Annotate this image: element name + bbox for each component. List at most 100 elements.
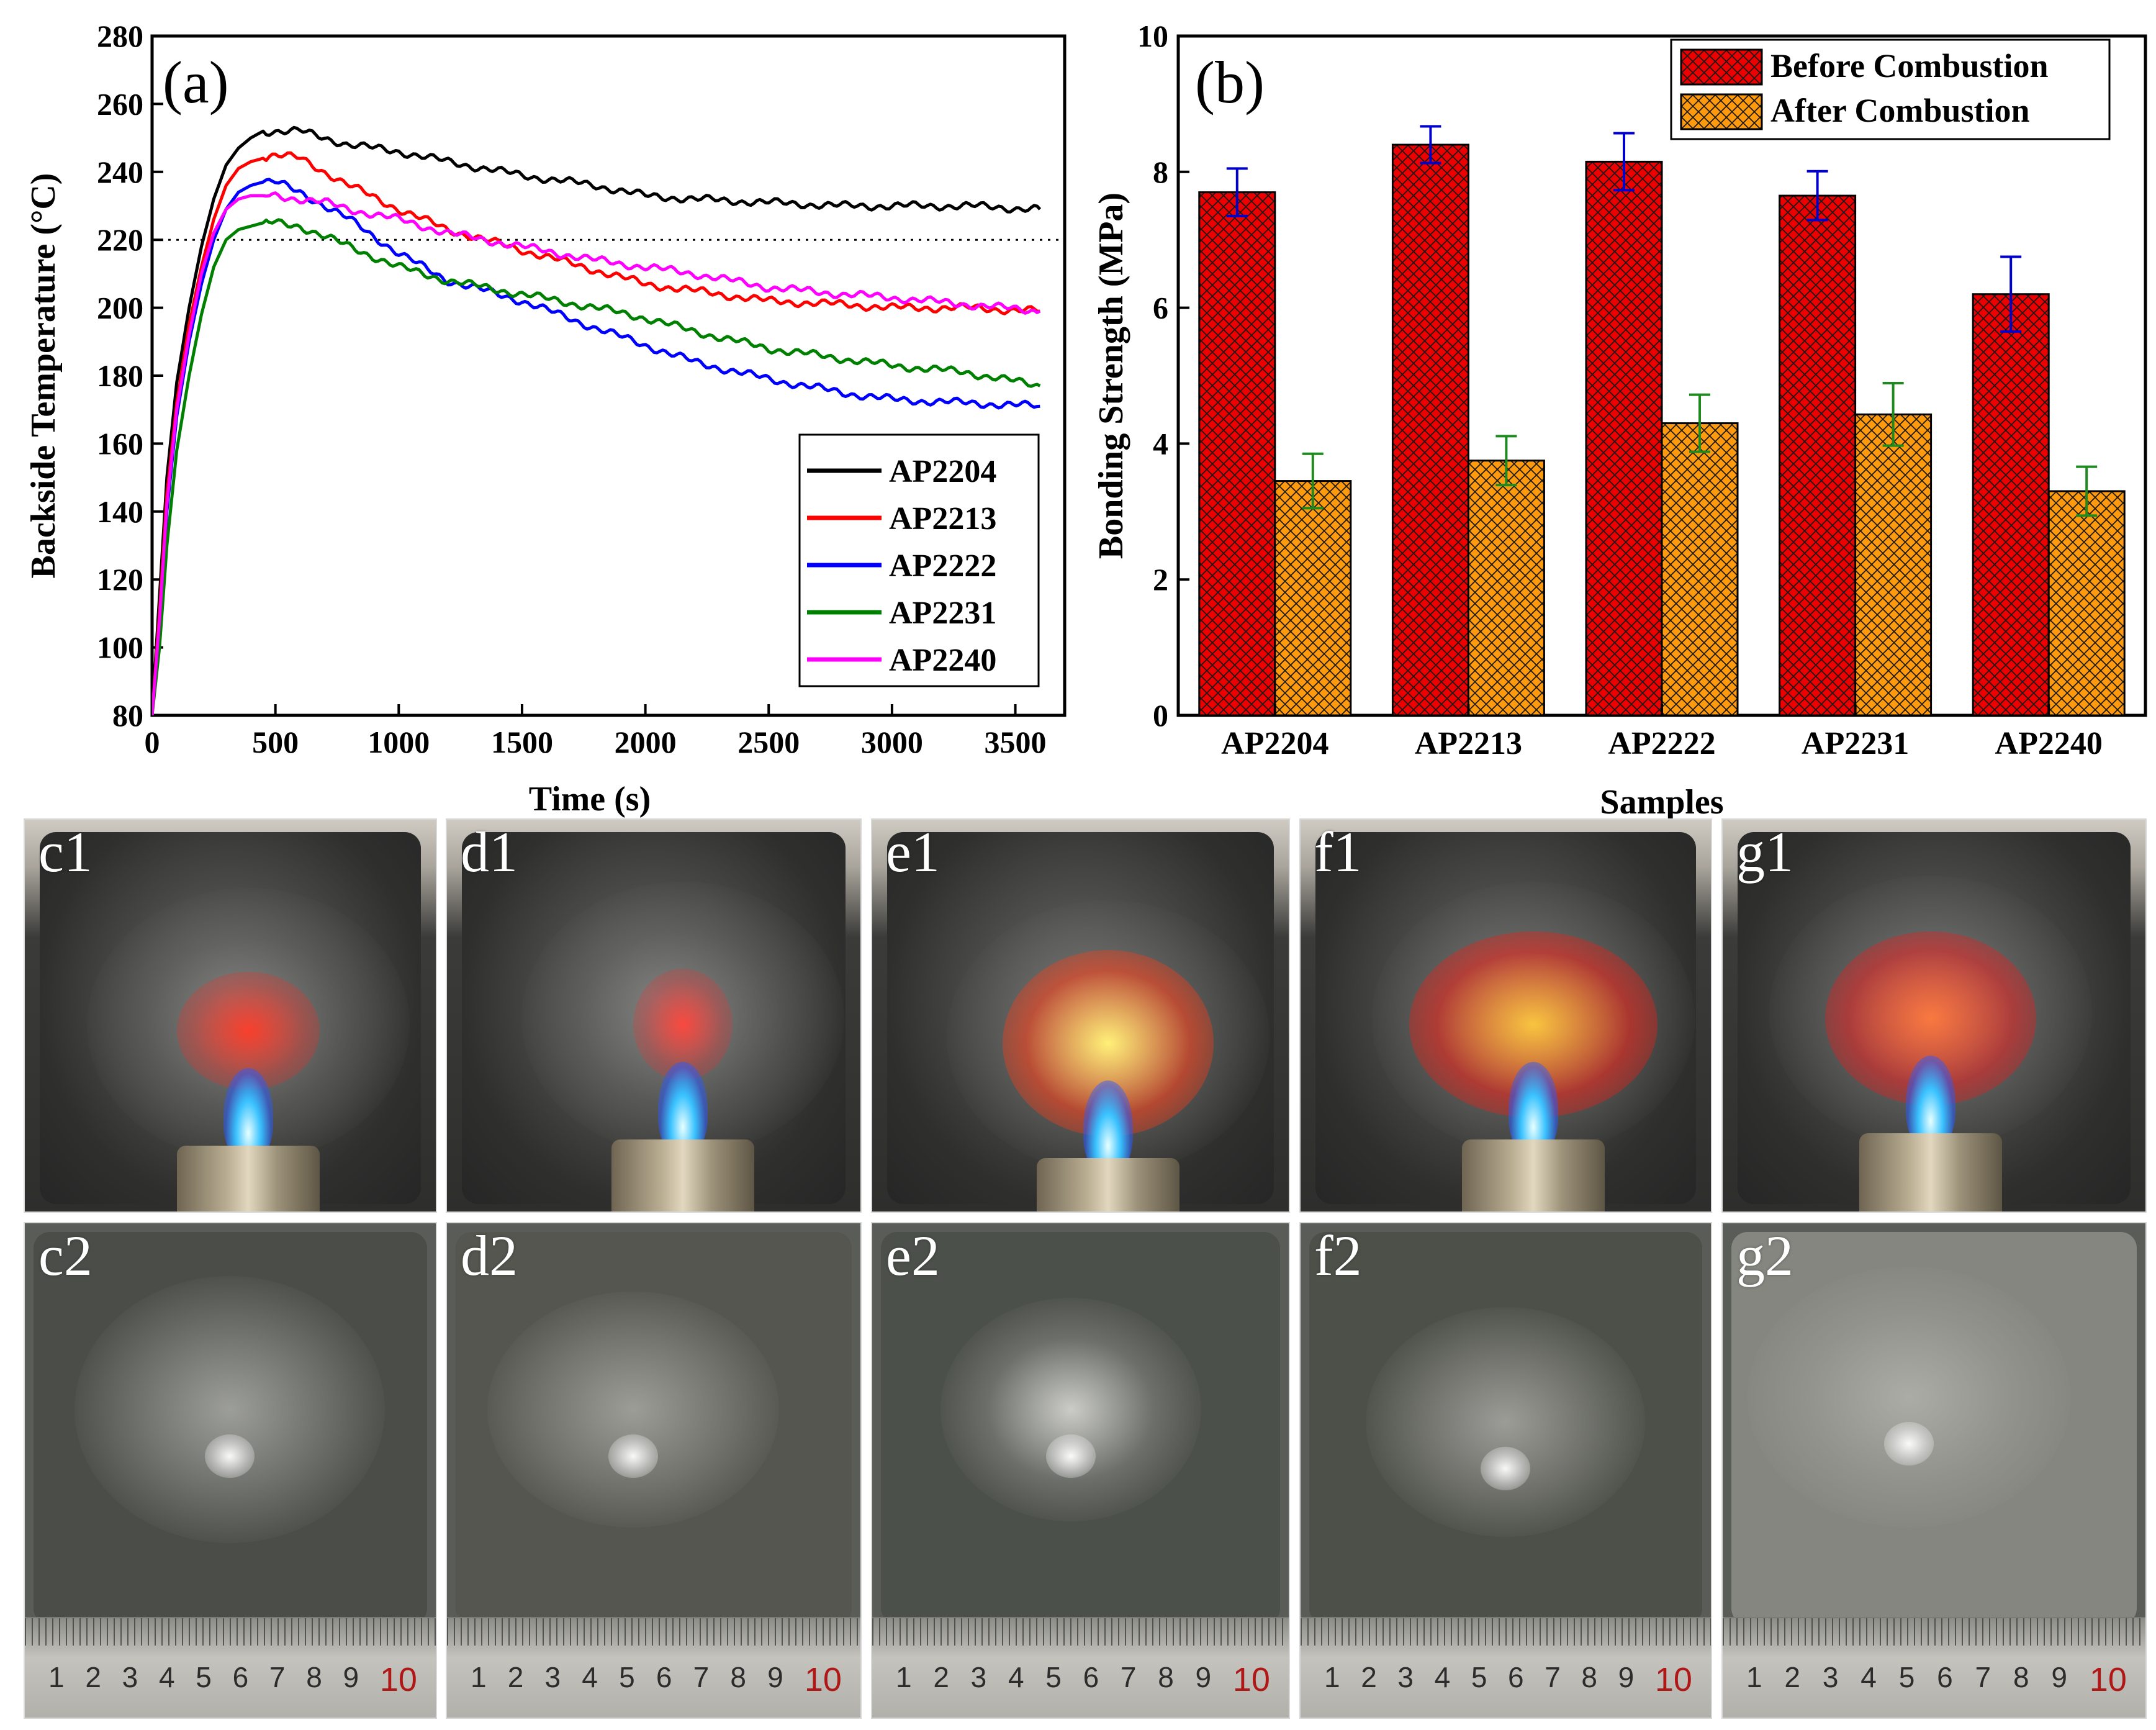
photo-c2: 1 2 3 4 5 6 7 8 9 10 c2	[24, 1222, 437, 1719]
bar-after-ap2222	[1661, 422, 1739, 717]
y-axis-title-b: Bonding Strength (MPa)	[1092, 192, 1130, 559]
photo-grid: c1 d1 e1 f1 g1 1 2 3 4 5 6 7 8 9 10 c2 1 2 3 4 5 6 7 8 9 10 d2 1 2 3…	[24, 818, 2147, 1719]
ruler: 1 2 3 4 5 6 7 8 9 10	[1301, 1617, 1711, 1718]
y-tick-label-a: 260	[97, 86, 143, 121]
category-label-b: AP2213	[1415, 726, 1522, 761]
bar-after-ap2231	[1854, 413, 1933, 717]
y-tick-label-b: 2	[1153, 562, 1168, 597]
photo-e1: e1	[871, 818, 1290, 1213]
panel-label-b: (b)	[1195, 49, 1265, 115]
photo-e2: 1 2 3 4 5 6 7 8 9 10 e2	[871, 1222, 1290, 1719]
series-line-ap2213	[152, 151, 1040, 715]
x-tick-label-a: 500	[252, 725, 299, 759]
bonding-strength-chart: (b) 0 2 4 6 8 10 AP2204 AP2213 AP2222 AP2231 AP22…	[1092, 19, 2147, 820]
legend-swatch-b	[1680, 48, 1763, 86]
y-tick-label-a: 80	[112, 698, 143, 733]
torch-nozzle	[611, 1139, 754, 1211]
y-tick-label-b: 0	[1153, 698, 1168, 733]
bar-before-ap2240	[1972, 293, 2050, 717]
y-tick-label-b: 10	[1137, 19, 1168, 53]
photo-f2: 1 2 3 4 5 6 7 8 9 10 f2	[1299, 1222, 1712, 1719]
x-tick-label-a: 1000	[368, 725, 430, 759]
ruler-numbers: 1 2 3 4 5 6 7 8 9 10	[1324, 1661, 1692, 1698]
bar-before-ap2213	[1391, 143, 1469, 717]
category-label-b: AP2204	[1221, 726, 1328, 761]
legend-label-a: AP2204	[889, 454, 996, 489]
x-axis-title-b: Samples	[1600, 783, 1723, 820]
torch-nozzle	[1462, 1139, 1605, 1211]
char-crater	[1748, 1267, 2070, 1528]
x-tick-label-a: 3500	[985, 725, 1047, 759]
series-line-ap2240	[152, 191, 1041, 715]
photo-f1: f1	[1299, 818, 1712, 1213]
photo-g2: 1 2 3 4 5 6 7 8 9 10 g2	[1721, 1222, 2147, 1719]
burnt-center	[205, 1434, 255, 1478]
burnt-center	[608, 1434, 658, 1478]
y-tick-label-a: 200	[97, 291, 143, 325]
bar-before-ap2231	[1779, 194, 1857, 717]
legend-label-a: AP2222	[889, 548, 996, 584]
bar-after-ap2240	[2047, 490, 2126, 717]
ruler: 1 2 3 4 5 6 7 8 9 10	[1723, 1617, 2145, 1718]
torch-nozzle	[1037, 1158, 1179, 1211]
x-tick-label-a: 2000	[615, 725, 677, 759]
photo-label: e1	[886, 820, 940, 884]
category-label-b: AP2222	[1608, 726, 1715, 761]
char-crater	[1366, 1307, 1645, 1537]
legend-b: Before Combustion After Combustion	[1670, 38, 2111, 140]
y-tick-label-b: 6	[1153, 291, 1168, 325]
char-crater	[487, 1292, 779, 1528]
y-axis-title-a: Backside Temperature (°C)	[24, 173, 63, 579]
legend-box-a	[798, 433, 1040, 687]
torch-nozzle	[1859, 1133, 2002, 1211]
photo-label: c2	[38, 1224, 92, 1287]
x-axis-title-a: Time (s)	[529, 780, 651, 818]
category-label-b: AP2240	[1995, 726, 2103, 761]
y-tick-label-b: 8	[1153, 155, 1168, 189]
y-tick-label-a: 100	[97, 630, 143, 665]
photo-label: e2	[886, 1224, 940, 1287]
photo-d1: d1	[446, 818, 862, 1213]
legend-a: AP2204 AP2213 AP2222 AP2231 AP2240	[798, 433, 1040, 687]
burnt-center	[1481, 1447, 1530, 1490]
y-tick-label-a: 180	[97, 358, 143, 393]
legend-label-a: AP2240	[889, 643, 996, 678]
photo-label: f2	[1314, 1224, 1362, 1287]
y-tick-label-a: 240	[97, 155, 143, 189]
photo-label: f1	[1314, 820, 1362, 884]
y-tick-label-a: 160	[97, 426, 143, 461]
y-tick-label-a: 220	[97, 222, 143, 257]
ruler-numbers: 1 2 3 4 5 6 7 8 9 10	[471, 1661, 842, 1698]
legend-label-a: AP2231	[889, 596, 996, 631]
category-label-b: AP2231	[1802, 726, 1909, 761]
y-tick-label-a: 280	[97, 19, 143, 53]
y-tick-label-a: 120	[97, 562, 143, 597]
char-crater	[74, 1276, 385, 1543]
legend-swatch-b	[1680, 93, 1763, 130]
ruler: 1 2 3 4 5 6 7 8 9 10	[872, 1617, 1289, 1718]
ruler: 1 2 3 4 5 6 7 8 9 10	[447, 1617, 860, 1718]
bar-after-ap2204	[1274, 480, 1352, 717]
photo-c1: c1	[24, 818, 437, 1213]
char-crater	[940, 1298, 1201, 1521]
photo-label: d1	[461, 820, 518, 884]
y-tick-label-b: 4	[1153, 426, 1168, 461]
ruler-numbers: 1 2 3 4 5 6 7 8 9 10	[896, 1661, 1270, 1698]
legend-label-b: After Combustion	[1770, 92, 2030, 129]
burnt-center	[1884, 1422, 1934, 1465]
ruler-numbers: 1 2 3 4 5 6 7 8 9 10	[1746, 1661, 2127, 1698]
y-tick-label-a: 140	[97, 494, 143, 529]
x-tick-label-a: 2500	[737, 725, 800, 759]
photo-g1: g1	[1721, 818, 2147, 1213]
bar-after-ap2213	[1467, 460, 1545, 717]
x-tick-label-a: 3000	[861, 725, 923, 759]
legend-label-b: Before Combustion	[1770, 47, 2049, 84]
temperature-chart: (a) 80 100 120 140 160 180 200 220 240 260 280 0 50…	[24, 19, 1067, 818]
bar-before-ap2222	[1585, 160, 1663, 717]
x-tick-label-a: 0	[145, 725, 160, 759]
x-tick-label-a: 1500	[491, 725, 553, 759]
series-line-ap2231	[152, 218, 1041, 715]
series-line-ap2222	[152, 178, 1040, 715]
photo-label: c1	[38, 820, 92, 884]
